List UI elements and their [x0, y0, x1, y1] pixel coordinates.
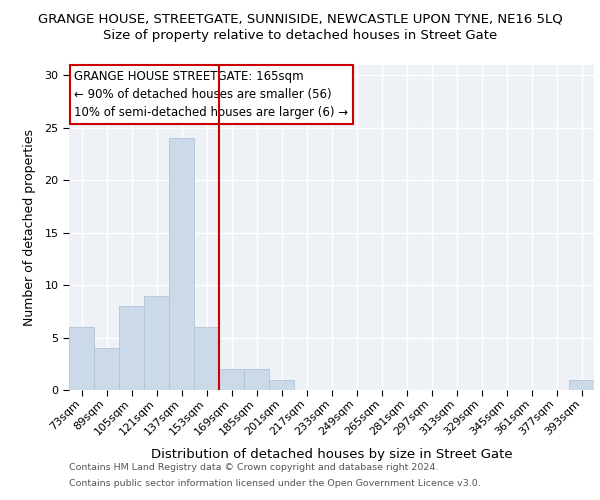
- Bar: [169, 138, 194, 390]
- Bar: [194, 327, 219, 390]
- Bar: [69, 327, 94, 390]
- Bar: [144, 296, 169, 390]
- Text: Contains HM Land Registry data © Crown copyright and database right 2024.: Contains HM Land Registry data © Crown c…: [69, 462, 439, 471]
- Text: Size of property relative to detached houses in Street Gate: Size of property relative to detached ho…: [103, 29, 497, 42]
- Bar: [119, 306, 144, 390]
- Text: GRANGE HOUSE, STREETGATE, SUNNISIDE, NEWCASTLE UPON TYNE, NE16 5LQ: GRANGE HOUSE, STREETGATE, SUNNISIDE, NEW…: [38, 12, 562, 26]
- Text: GRANGE HOUSE STREETGATE: 165sqm
← 90% of detached houses are smaller (56)
10% of: GRANGE HOUSE STREETGATE: 165sqm ← 90% of…: [74, 70, 349, 119]
- Bar: [219, 369, 244, 390]
- Bar: [569, 380, 594, 390]
- Bar: [244, 369, 269, 390]
- Bar: [269, 380, 294, 390]
- X-axis label: Distribution of detached houses by size in Street Gate: Distribution of detached houses by size …: [151, 448, 512, 462]
- Text: Contains public sector information licensed under the Open Government Licence v3: Contains public sector information licen…: [69, 479, 481, 488]
- Y-axis label: Number of detached properties: Number of detached properties: [23, 129, 36, 326]
- Bar: [94, 348, 119, 390]
